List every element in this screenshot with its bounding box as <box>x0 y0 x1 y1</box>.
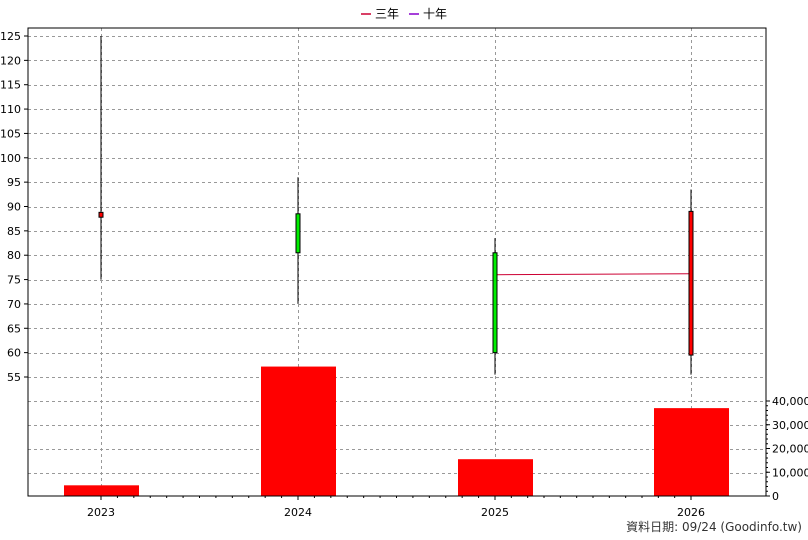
volume-bar <box>654 408 729 496</box>
volume-tick-label: 0 <box>772 490 779 503</box>
price-tick-label: 100 <box>0 152 21 165</box>
legend-label: 三年 <box>375 7 399 21</box>
price-tick-label: 95 <box>7 176 21 189</box>
legend: 三年 十年 <box>361 7 447 21</box>
candle-body <box>688 210 694 356</box>
candle-body <box>492 252 498 354</box>
volume-bar <box>261 366 336 496</box>
price-tick-label: 80 <box>7 249 21 262</box>
price-tick-label: 65 <box>7 322 21 335</box>
price-tick-label: 60 <box>7 347 21 360</box>
legend-label: 十年 <box>423 7 447 21</box>
price-tick-label: 90 <box>7 201 21 214</box>
x-tick-label: 2024 <box>284 506 312 519</box>
volume-tick-label: 20,000 <box>772 443 808 456</box>
price-tick-label: 125 <box>0 30 21 43</box>
candlesticks <box>98 36 694 375</box>
volume-bar <box>458 459 533 496</box>
price-tick-label: 115 <box>0 79 21 92</box>
price-tick-label: 105 <box>0 127 21 140</box>
moving-average-line <box>494 273 692 276</box>
price-tick-label: 120 <box>0 54 21 67</box>
footer-source: 資料日期: 09/24 (Goodinfo.tw) <box>626 520 802 534</box>
price-tick-label: 70 <box>7 298 21 311</box>
volume-tick-label: 40,000 <box>772 395 808 408</box>
axes: 55 60 65 70 75 80 85 90 95 100 105 110 115 120 125 0 10,… <box>0 27 808 519</box>
price-tick-label: 110 <box>0 103 21 116</box>
candle-body <box>295 213 301 254</box>
volume-tick-label: 30,000 <box>772 419 808 432</box>
volume-tick-label: 10,000 <box>772 466 808 479</box>
price-tick-label: 85 <box>7 225 21 238</box>
price-tick-label: 55 <box>7 371 21 384</box>
volume-bars <box>64 366 729 496</box>
candle-body <box>98 211 104 218</box>
moving-average-lines <box>494 273 692 276</box>
price-tick-label: 75 <box>7 274 21 287</box>
x-tick-label: 2026 <box>677 506 705 519</box>
volume-bar <box>64 485 139 496</box>
x-tick-label: 2025 <box>481 506 509 519</box>
x-tick-label: 2023 <box>87 506 115 519</box>
